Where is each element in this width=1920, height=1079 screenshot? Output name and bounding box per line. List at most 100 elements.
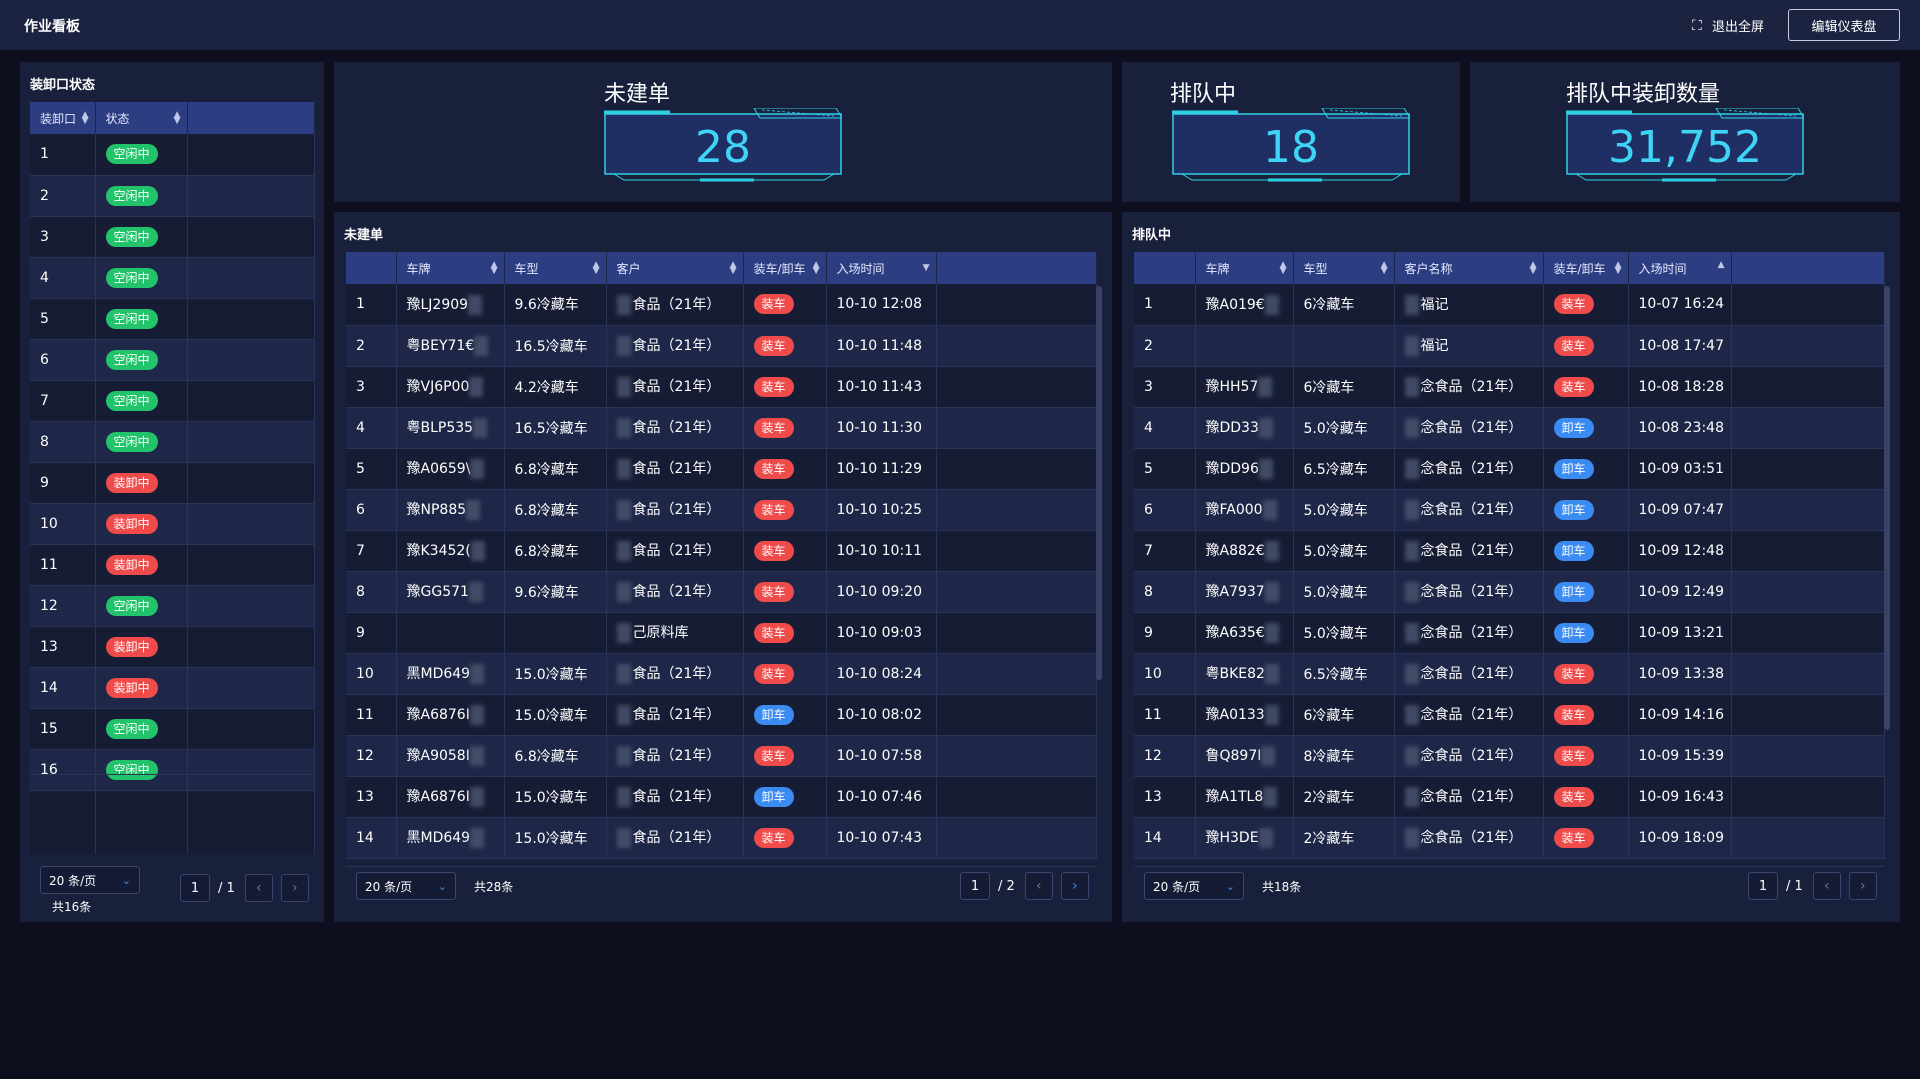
- column-header-time[interactable]: 入场时间 ▼: [826, 252, 937, 284]
- prev-page-button[interactable]: ‹: [1024, 872, 1053, 900]
- table-row[interactable]: 8 空闲中: [30, 421, 315, 463]
- page-size-select[interactable]: 20 条/页 ⌄: [356, 872, 456, 900]
- table-row[interactable]: 3 豫HH57 6冷藏车 念食品（21年） 装车 10-08 18:28: [1134, 366, 1885, 408]
- table-row[interactable]: 15 空闲中: [30, 708, 315, 750]
- queue-title: 排队中: [1132, 228, 1172, 243]
- table-row[interactable]: 2 福记 装车 10-08 17:47: [1134, 325, 1885, 367]
- row-index: 9: [1134, 612, 1196, 654]
- column-header-status[interactable]: 状态 ▲ ▼: [95, 102, 188, 134]
- table-row[interactable]: 11 装卸中: [30, 544, 315, 586]
- table-row[interactable]: 2 粤BEY71€ 16.5冷藏车 食品（21年） 装车 10-10 11:48: [346, 325, 1097, 367]
- row-index: 14: [1134, 817, 1196, 859]
- kpi-queue-qty-box: 31,752: [1566, 108, 1804, 184]
- customer-cell: 食品（21年）: [606, 694, 744, 736]
- table-row[interactable]: 8 豫GG571 9.6冷藏车 食品（21年） 装车 10-10 09:20: [346, 571, 1097, 613]
- table-row[interactable]: 14 黑MD649 15.0冷藏车 食品（21年） 装车 10-10 07:43: [346, 817, 1097, 859]
- entry-time: 10-10 08:24: [826, 653, 937, 695]
- table-row[interactable]: 8 豫A7937 5.0冷藏车 念食品（21年） 卸车 10-09 12:49: [1134, 571, 1885, 613]
- exit-fullscreen-button[interactable]: ⛶ 退出全屏: [1692, 16, 1764, 36]
- sort-icon[interactable]: ▲: [1717, 260, 1725, 270]
- column-header-dock[interactable]: 装卸口 ▲ ▼: [30, 102, 96, 134]
- edit-dashboard-button[interactable]: 编辑仪表盘: [1788, 9, 1900, 41]
- table-row[interactable]: 4 粤BLP535 16.5冷藏车 食品（21年） 装车 10-10 11:30: [346, 407, 1097, 449]
- table-row[interactable]: 9 装卸中: [30, 462, 315, 504]
- plate-cell: 黑MD649: [396, 817, 505, 859]
- table-row[interactable]: 6 空闲中: [30, 339, 315, 381]
- prev-page-button[interactable]: ‹: [1812, 872, 1841, 900]
- table-row[interactable]: 14 豫H3DE 2冷藏车 念食品（21年） 装车 10-09 18:09: [1134, 817, 1885, 859]
- sort-icon[interactable]: ▲ ▼: [729, 260, 737, 276]
- sort-icon[interactable]: ▲ ▼: [812, 260, 820, 276]
- table-row[interactable]: 13 装卸中: [30, 626, 315, 668]
- page-size-select[interactable]: 20 条/页 ⌄: [40, 866, 140, 894]
- dock-status-cell: 装卸中: [95, 503, 188, 545]
- table-row[interactable]: 1 豫A019€ 6冷藏车 福记 装车 10-07 16:24: [1134, 284, 1885, 326]
- table-row[interactable]: 6 豫FA000 5.0冷藏车 念食品（21年） 卸车 10-09 07:47: [1134, 489, 1885, 531]
- sort-icon[interactable]: ▲ ▼: [1614, 260, 1622, 276]
- column-header-time[interactable]: 入场时间 ▲: [1628, 252, 1732, 284]
- table-row[interactable]: 12 鲁Q897I 8冷藏车 念食品（21年） 装车 10-09 15:39: [1134, 735, 1885, 777]
- table-row[interactable]: 1 空闲中: [30, 134, 315, 176]
- sort-icon[interactable]: ▲ ▼: [490, 260, 498, 276]
- table-row[interactable]: 4 豫DD33 5.0冷藏车 念食品（21年） 卸车 10-08 23:48: [1134, 407, 1885, 449]
- table-row[interactable]: 2 空闲中: [30, 175, 315, 217]
- table-row[interactable]: 5 豫DD96 6.5冷藏车 念食品（21年） 卸车 10-09 03:51: [1134, 448, 1885, 490]
- customer-cell: 念食品（21年）: [1394, 448, 1544, 490]
- plate-cell: 粤BEY71€: [396, 325, 505, 367]
- table-row[interactable]: 10 装卸中: [30, 503, 315, 545]
- column-header-plate[interactable]: 车牌 ▲ ▼: [396, 252, 505, 284]
- column-header-customer[interactable]: 客户名称 ▲ ▼: [1394, 252, 1544, 284]
- status-badge: 空闲中: [105, 267, 158, 288]
- table-row[interactable]: 6 豫NP885 6.8冷藏车 食品（21年） 装车 10-10 10:25: [346, 489, 1097, 531]
- column-header-type[interactable]: 车型 ▲ ▼: [1293, 252, 1395, 284]
- table-row[interactable]: 9 己原料库 装车 10-10 09:03: [346, 612, 1097, 654]
- page-number-input[interactable]: 1: [960, 872, 990, 900]
- table-row[interactable]: 12 豫A9058I 6.8冷藏车 食品（21年） 装车 10-10 07:58: [346, 735, 1097, 777]
- table-row[interactable]: 7 豫K3452(6.8冷藏车 食品（21年） 装车 10-10 10:11: [346, 530, 1097, 572]
- table-row[interactable]: 3 豫VJ6P00 4.2冷藏车 食品（21年） 装车 10-10 11:43: [346, 366, 1097, 408]
- page-size-select[interactable]: 20 条/页 ⌄: [1144, 872, 1244, 900]
- prev-page-button[interactable]: ‹: [244, 874, 273, 902]
- table-row[interactable]: 10 黑MD649 15.0冷藏车 食品（21年） 装车 10-10 08:24: [346, 653, 1097, 695]
- sort-icon[interactable]: ▲ ▼: [1380, 260, 1388, 276]
- page-number-input[interactable]: 1: [1748, 872, 1778, 900]
- column-header-type[interactable]: 车型 ▲ ▼: [504, 252, 607, 284]
- sort-icon[interactable]: ▼: [922, 263, 930, 273]
- table-row[interactable]: 13 豫A1TL8 2冷藏车 念食品（21年） 装车 10-09 16:43: [1134, 776, 1885, 818]
- scrollbar[interactable]: [1884, 286, 1890, 730]
- next-page-button[interactable]: ›: [1848, 872, 1877, 900]
- table-row[interactable]: 4 空闲中: [30, 257, 315, 299]
- next-page-button[interactable]: ›: [280, 874, 309, 902]
- sort-icon[interactable]: ▲ ▼: [1529, 260, 1537, 276]
- sort-icon[interactable]: ▲ ▼: [1279, 260, 1287, 276]
- column-header-operation[interactable]: 装车/卸车 ▲ ▼: [743, 252, 827, 284]
- table-row[interactable]: 16 空闲中: [30, 749, 315, 791]
- column-header-plate[interactable]: 车牌 ▲ ▼: [1195, 252, 1294, 284]
- table-row[interactable]: 13 豫A6876I 15.0冷藏车 食品（21年） 卸车 10-10 07:46: [346, 776, 1097, 818]
- customer-name: 念食品（21年）: [1420, 789, 1523, 805]
- page-number-input[interactable]: 1: [180, 874, 210, 902]
- column-header-operation[interactable]: 装车/卸车 ▲ ▼: [1543, 252, 1629, 284]
- scrollbar[interactable]: [1096, 286, 1102, 680]
- next-page-button[interactable]: ›: [1060, 872, 1089, 900]
- plate-cell: 豫A0659\: [396, 448, 505, 490]
- table-row[interactable]: 5 豫A0659\ 6.8冷藏车 食品（21年） 装车 10-10 11:29: [346, 448, 1097, 490]
- table-row[interactable]: 11 豫A6876I 15.0冷藏车 食品（21年） 卸车 10-10 08:02: [346, 694, 1097, 736]
- table-row[interactable]: 1 豫LJ2909 9.6冷藏车 食品（21年） 装车 10-10 12:08: [346, 284, 1097, 326]
- table-row[interactable]: 7 豫A882€ 5.0冷藏车 念食品（21年） 卸车 10-09 12:48: [1134, 530, 1885, 572]
- table-row[interactable]: 11 豫A0133 6冷藏车 念食品（21年） 装车 10-09 14:16: [1134, 694, 1885, 736]
- column-header-customer[interactable]: 客户 ▲ ▼: [606, 252, 744, 284]
- sort-icon[interactable]: ▲ ▼: [173, 110, 181, 126]
- column-header-empty: [936, 252, 1097, 284]
- dock-status-panel: 装卸口状态 装卸口 ▲ ▼ 状态 ▲ ▼ 1 空闲中 2 空闲中 3 空闲中 4 空闲中 5 空闲中 6 空闲…: [20, 62, 324, 922]
- table-row[interactable]: 3 空闲中: [30, 216, 315, 258]
- table-row[interactable]: 10 粤BKE82 6.5冷藏车 念食品（21年） 装车 10-09 13:38: [1134, 653, 1885, 695]
- table-row[interactable]: 12 空闲中: [30, 585, 315, 627]
- table-row[interactable]: 9 豫A635€ 5.0冷藏车 念食品（21年） 卸车 10-09 13:21: [1134, 612, 1885, 654]
- sort-icon[interactable]: ▲ ▼: [592, 260, 600, 276]
- empty-cell: [1731, 489, 1885, 531]
- table-row[interactable]: 14 装卸中: [30, 667, 315, 709]
- sort-icon[interactable]: ▲ ▼: [81, 110, 89, 126]
- table-row[interactable]: 5 空闲中: [30, 298, 315, 340]
- table-row[interactable]: 7 空闲中: [30, 380, 315, 422]
